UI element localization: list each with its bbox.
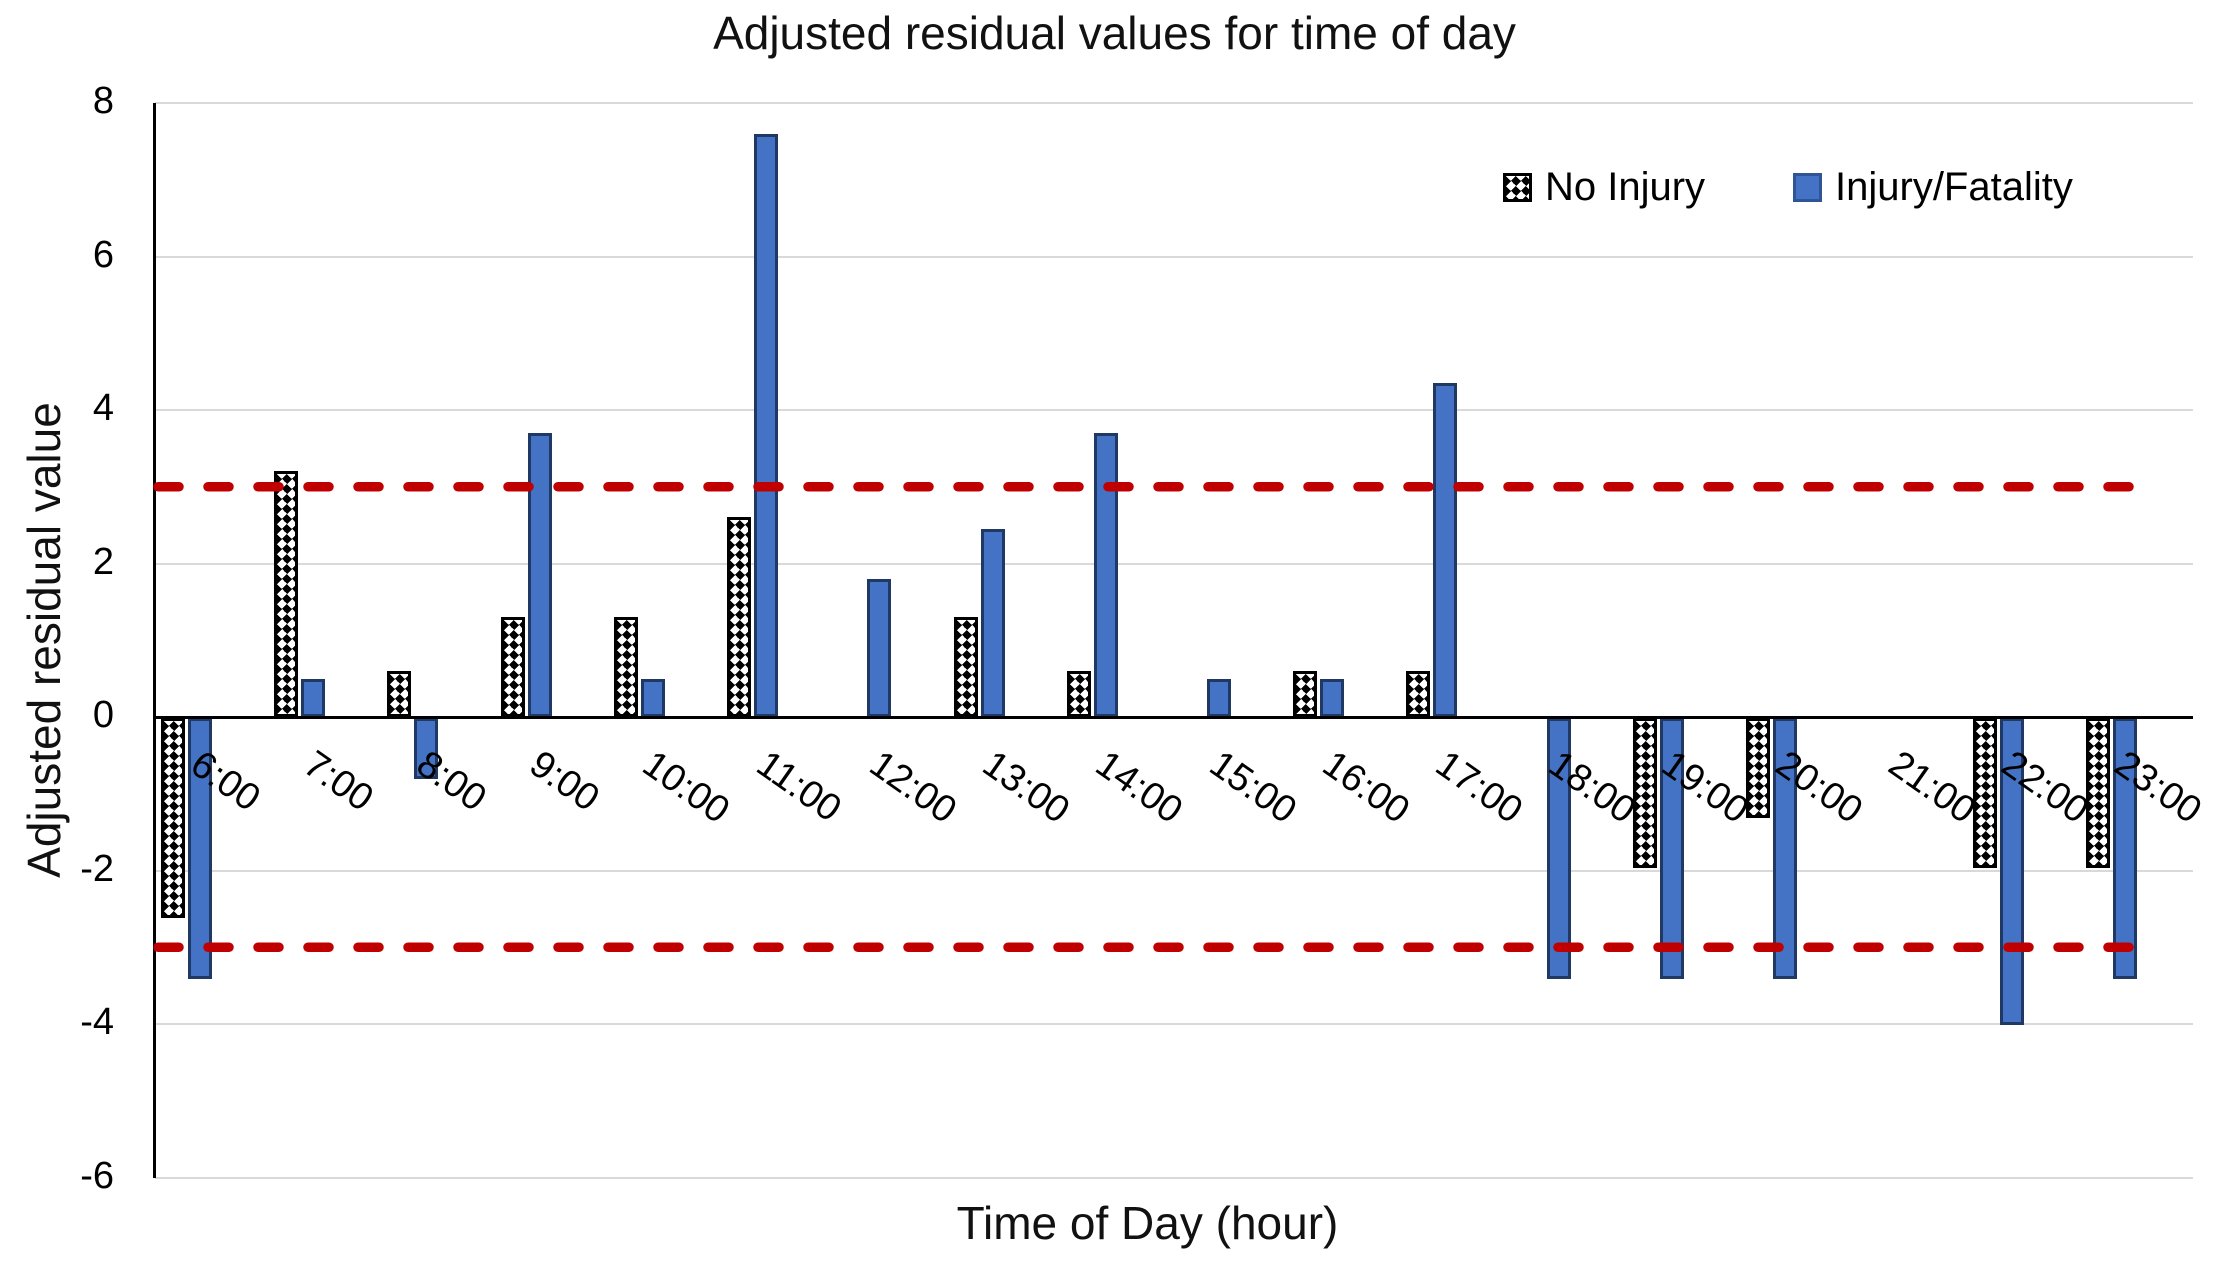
bar-no-injury-14:00 [1066, 670, 1091, 717]
bar-no-injury-16:00 [1293, 670, 1318, 717]
chart-title: Adjusted residual values for time of day [713, 7, 1516, 59]
gridline-y--2 [155, 869, 2193, 872]
x-category-label-16:00: 16:00 [1314, 743, 1417, 832]
no-injury-pattern-swatch-icon [1503, 172, 1532, 202]
bar-injury-fatality-11:00 [754, 133, 779, 717]
bar-injury-fatality-18:00 [1546, 718, 1571, 979]
x-category-label-21:00: 21:00 [1880, 743, 1983, 832]
gridline-y-8 [155, 102, 2193, 104]
bar-injury-fatality-9:00 [527, 433, 552, 717]
bar-injury-fatality-16:00 [1320, 678, 1345, 717]
bar-no-injury-20:00 [1746, 718, 1771, 818]
bar-injury-fatality-22:00 [1999, 718, 2024, 1025]
x-category-label-14:00: 14:00 [1088, 743, 1191, 832]
bar-no-injury-11:00 [727, 517, 752, 717]
y-tick-label-6: 6 [92, 233, 114, 276]
y-axis-title: Adjusted residual value [18, 402, 70, 878]
bar-injury-fatality-15:00 [1207, 678, 1231, 717]
bar-no-injury-9:00 [500, 617, 525, 717]
y-tick-label--2: -2 [80, 847, 114, 890]
bar-injury-fatality-23:00 [2112, 718, 2137, 979]
bar-injury-fatality-19:00 [1659, 718, 1684, 979]
gridline-y-4 [155, 409, 2193, 411]
x-category-label-17:00: 17:00 [1427, 743, 1530, 832]
bar-injury-fatality-6:00 [188, 718, 212, 979]
gridline-y-6 [155, 255, 2193, 258]
legend-item-no-injury: No Injury [1503, 166, 1705, 208]
legend-label-no-injury: No Injury [1545, 165, 1706, 209]
bar-injury-fatality-8:00 [414, 718, 439, 780]
x-axis-title: Time of Day (hour) [956, 1197, 1339, 1249]
bar-no-injury-19:00 [1632, 718, 1657, 868]
x-category-label-12:00: 12:00 [861, 743, 964, 832]
x-category-label-7:00: 7:00 [295, 743, 381, 820]
gridline-y--6 [155, 1176, 2193, 1179]
legend-label-injury-fatality: Injury/Fatality [1835, 165, 2073, 209]
x-axis-zero-line [153, 715, 2193, 719]
y-tick-label--4: -4 [80, 1001, 114, 1043]
x-category-label-11:00: 11:00 [748, 743, 849, 831]
bar-no-injury-8:00 [387, 670, 412, 717]
bar-injury-fatality-17:00 [1433, 383, 1458, 717]
bar-no-injury-23:00 [2085, 718, 2110, 868]
bar-injury-fatality-12:00 [867, 578, 892, 717]
legend-item-injury-fatality: Injury/Fatality [1793, 166, 2073, 208]
bar-injury-fatality-14:00 [1093, 433, 1118, 717]
bar-no-injury-13:00 [953, 617, 978, 717]
injury-fatality-color-swatch-icon [1793, 172, 1822, 202]
x-category-label-10:00: 10:00 [635, 743, 738, 832]
x-category-label-15:00: 15:00 [1201, 743, 1304, 832]
y-tick-label-0: 0 [92, 694, 114, 736]
gridline-y-2 [155, 562, 2193, 565]
y-tick-label-8: 8 [92, 80, 114, 122]
x-category-label-13:00: 13:00 [974, 743, 1077, 832]
bar-no-injury-7:00 [274, 471, 299, 717]
bar-injury-fatality-20:00 [1773, 718, 1798, 979]
bar-no-injury-6:00 [161, 718, 185, 918]
bar-no-injury-22:00 [1972, 718, 1997, 868]
x-category-label-9:00: 9:00 [522, 743, 607, 820]
bar-injury-fatality-13:00 [980, 528, 1005, 717]
y-axis-line [153, 103, 156, 1178]
y-tick-label--6: -6 [80, 1154, 114, 1197]
bar-injury-fatality-10:00 [640, 678, 665, 717]
bar-no-injury-10:00 [613, 617, 638, 717]
gridline-y--4 [155, 1023, 2193, 1025]
bar-no-injury-17:00 [1406, 670, 1431, 717]
y-tick-label-4: 4 [92, 387, 114, 429]
y-tick-label-2: 2 [92, 540, 114, 583]
bar-injury-fatality-7:00 [301, 678, 326, 717]
